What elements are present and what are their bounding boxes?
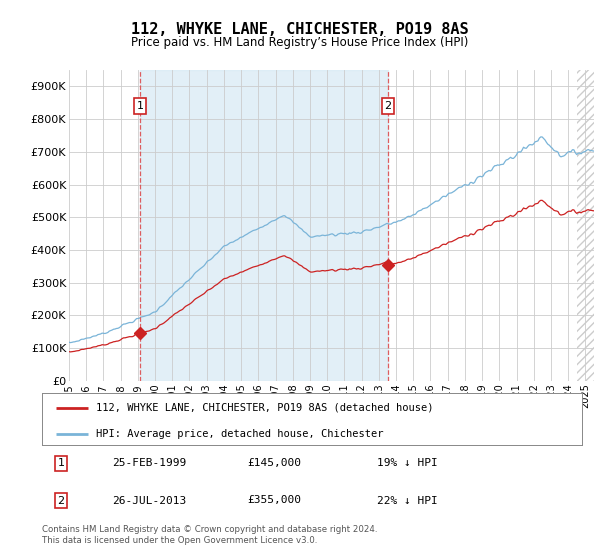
Text: 2: 2 bbox=[58, 496, 64, 506]
Text: 2: 2 bbox=[385, 101, 392, 111]
Text: Price paid vs. HM Land Registry’s House Price Index (HPI): Price paid vs. HM Land Registry’s House … bbox=[131, 36, 469, 49]
Bar bbox=[577, 70, 600, 381]
Text: Contains HM Land Registry data © Crown copyright and database right 2024.
This d: Contains HM Land Registry data © Crown c… bbox=[42, 525, 377, 545]
Text: £355,000: £355,000 bbox=[247, 496, 301, 506]
Text: 112, WHYKE LANE, CHICHESTER, PO19 8AS: 112, WHYKE LANE, CHICHESTER, PO19 8AS bbox=[131, 22, 469, 38]
Text: 1: 1 bbox=[136, 101, 143, 111]
Text: 25-FEB-1999: 25-FEB-1999 bbox=[112, 459, 187, 468]
Text: 22% ↓ HPI: 22% ↓ HPI bbox=[377, 496, 437, 506]
Text: £145,000: £145,000 bbox=[247, 459, 301, 468]
Text: 19% ↓ HPI: 19% ↓ HPI bbox=[377, 459, 437, 468]
Text: 26-JUL-2013: 26-JUL-2013 bbox=[112, 496, 187, 506]
Bar bbox=[577, 70, 600, 381]
Bar bbox=[140, 70, 388, 381]
Text: 1: 1 bbox=[58, 459, 64, 468]
Text: HPI: Average price, detached house, Chichester: HPI: Average price, detached house, Chic… bbox=[96, 429, 383, 438]
Text: 112, WHYKE LANE, CHICHESTER, PO19 8AS (detached house): 112, WHYKE LANE, CHICHESTER, PO19 8AS (d… bbox=[96, 403, 433, 413]
